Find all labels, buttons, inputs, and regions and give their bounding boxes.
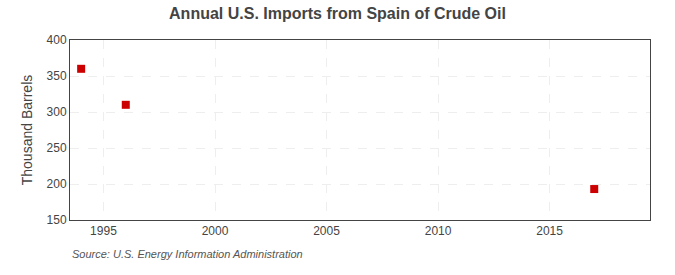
svg-text:2000: 2000 <box>202 224 229 238</box>
svg-text:2015: 2015 <box>536 224 563 238</box>
svg-text:Thousand Barrels: Thousand Barrels <box>19 75 35 186</box>
svg-text:200: 200 <box>47 177 67 191</box>
svg-text:400: 400 <box>47 33 67 47</box>
svg-text:2010: 2010 <box>425 224 452 238</box>
svg-text:350: 350 <box>47 69 67 83</box>
svg-text:Source: U.S. Energy Informatio: Source: U.S. Energy Information Administ… <box>72 248 303 260</box>
svg-text:Annual U.S. Imports from Spain: Annual U.S. Imports from Spain of Crude … <box>169 5 506 22</box>
svg-text:250: 250 <box>47 141 67 155</box>
svg-text:1995: 1995 <box>90 224 117 238</box>
svg-text:300: 300 <box>47 105 67 119</box>
svg-text:2005: 2005 <box>313 224 340 238</box>
svg-text:150: 150 <box>47 213 67 227</box>
